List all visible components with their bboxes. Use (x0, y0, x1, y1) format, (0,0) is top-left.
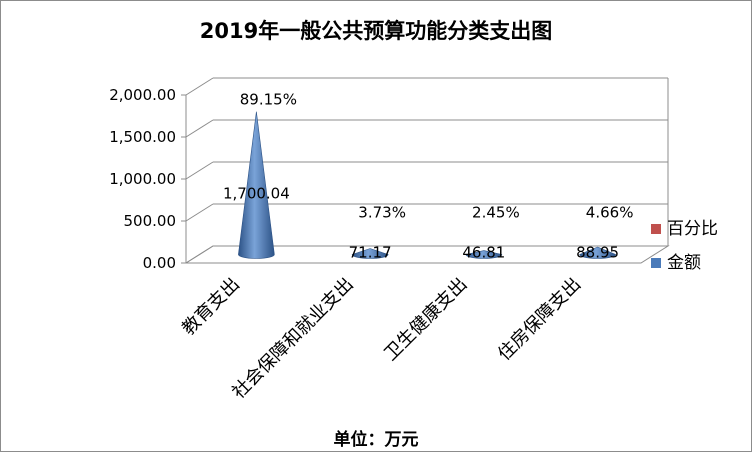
category-label: 社会保障和就业支出 (228, 274, 357, 403)
category-label: 教育支出 (178, 274, 244, 340)
bar-cone (465, 250, 503, 259)
data-label-percent: 3.73% (358, 204, 406, 222)
gridline-side (185, 119, 214, 138)
y-tick-label: 0.00 (143, 254, 176, 272)
legend-label: 百分比 (667, 219, 718, 239)
gridline-side (185, 245, 214, 264)
y-tick-label: 1,500.00 (109, 128, 176, 146)
x-axis-unit-label: 单位：万元 (333, 430, 419, 450)
data-label-amount: 71.17 (349, 244, 392, 262)
gridline-side (185, 161, 214, 180)
category-label: 卫生健康支出 (380, 274, 471, 365)
data-label-percent: 2.45% (472, 204, 520, 222)
chart-title: 2019年一般公共预算功能分类支出图 (199, 19, 553, 43)
gridline-side (185, 203, 214, 222)
legend-swatch (651, 224, 661, 234)
data-label-amount: 88.95 (576, 244, 619, 262)
y-tick-label: 1,000.00 (109, 170, 176, 188)
data-label-amount: 46.81 (462, 244, 505, 262)
data-label-amount: 1,700.04 (223, 185, 290, 203)
gridline-side (185, 77, 214, 96)
bar-cone (351, 248, 389, 259)
y-tick-label: 2,000.00 (109, 86, 176, 104)
legend-label: 金额 (667, 253, 701, 273)
data-label-percent: 89.15% (240, 91, 297, 109)
category-label: 住房保障支出 (494, 274, 585, 365)
bar-cone (579, 246, 616, 259)
y-tick-label: 500.00 (124, 212, 177, 230)
bar-cone (238, 111, 275, 259)
legend-swatch (651, 258, 661, 268)
data-label-percent: 4.66% (586, 204, 634, 222)
